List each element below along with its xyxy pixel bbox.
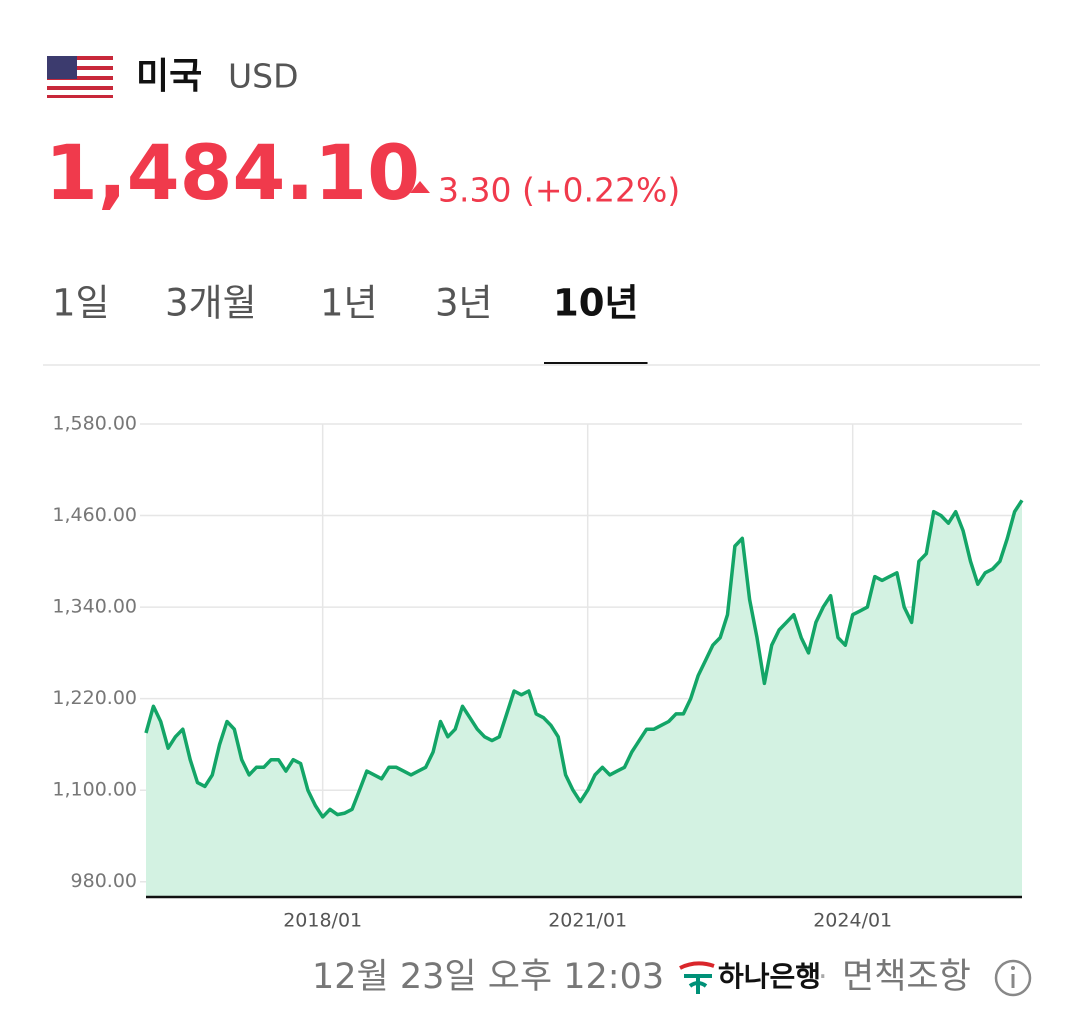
y-tick-label: 1,100.00	[52, 779, 137, 801]
area	[146, 500, 1022, 897]
x-tick-label: 2024/01	[813, 910, 892, 932]
tab[interactable]: 3년	[435, 282, 493, 325]
country: 미국	[136, 56, 202, 97]
disclaimer[interactable]: 면책조항	[842, 957, 971, 997]
x-tick-label: 2021/01	[548, 910, 627, 932]
y-tick-label: 1,460.00	[52, 504, 137, 526]
tab[interactable]: 10년	[553, 282, 639, 325]
y-tick-label: 980.00	[71, 870, 137, 892]
flag	[47, 56, 113, 98]
line	[144, 499, 1024, 819]
tabs: 1일 3개월 1년 3년 10년	[52, 282, 648, 365]
price: 1,484.10	[45, 128, 420, 217]
tab[interactable]: 1일	[52, 282, 110, 325]
tab[interactable]: 1년	[320, 282, 378, 325]
tab-underline	[544, 362, 648, 365]
chart: 980.00 1,100.00 1,220.00 1,340.00 1,460.00 1,…	[52, 413, 1024, 932]
y-tick-label: 1,220.00	[52, 687, 137, 709]
change: 3.30 (+0.22%)	[438, 171, 680, 210]
up-arrow	[410, 181, 430, 193]
bank-logo	[679, 961, 715, 994]
y-tick-label: 1,580.00	[52, 413, 137, 435]
timestamp: 12월 23일 오후 12:03	[312, 957, 664, 997]
separator: ·	[818, 960, 828, 995]
info-icon[interactable]	[994, 959, 1032, 997]
x-tick-label: 2018/01	[283, 910, 362, 932]
currency: USD	[228, 57, 299, 96]
tab[interactable]: 3개월	[165, 282, 257, 325]
bank-name: 하나은행	[718, 960, 821, 993]
y-tick-label: 1,340.00	[52, 596, 137, 618]
